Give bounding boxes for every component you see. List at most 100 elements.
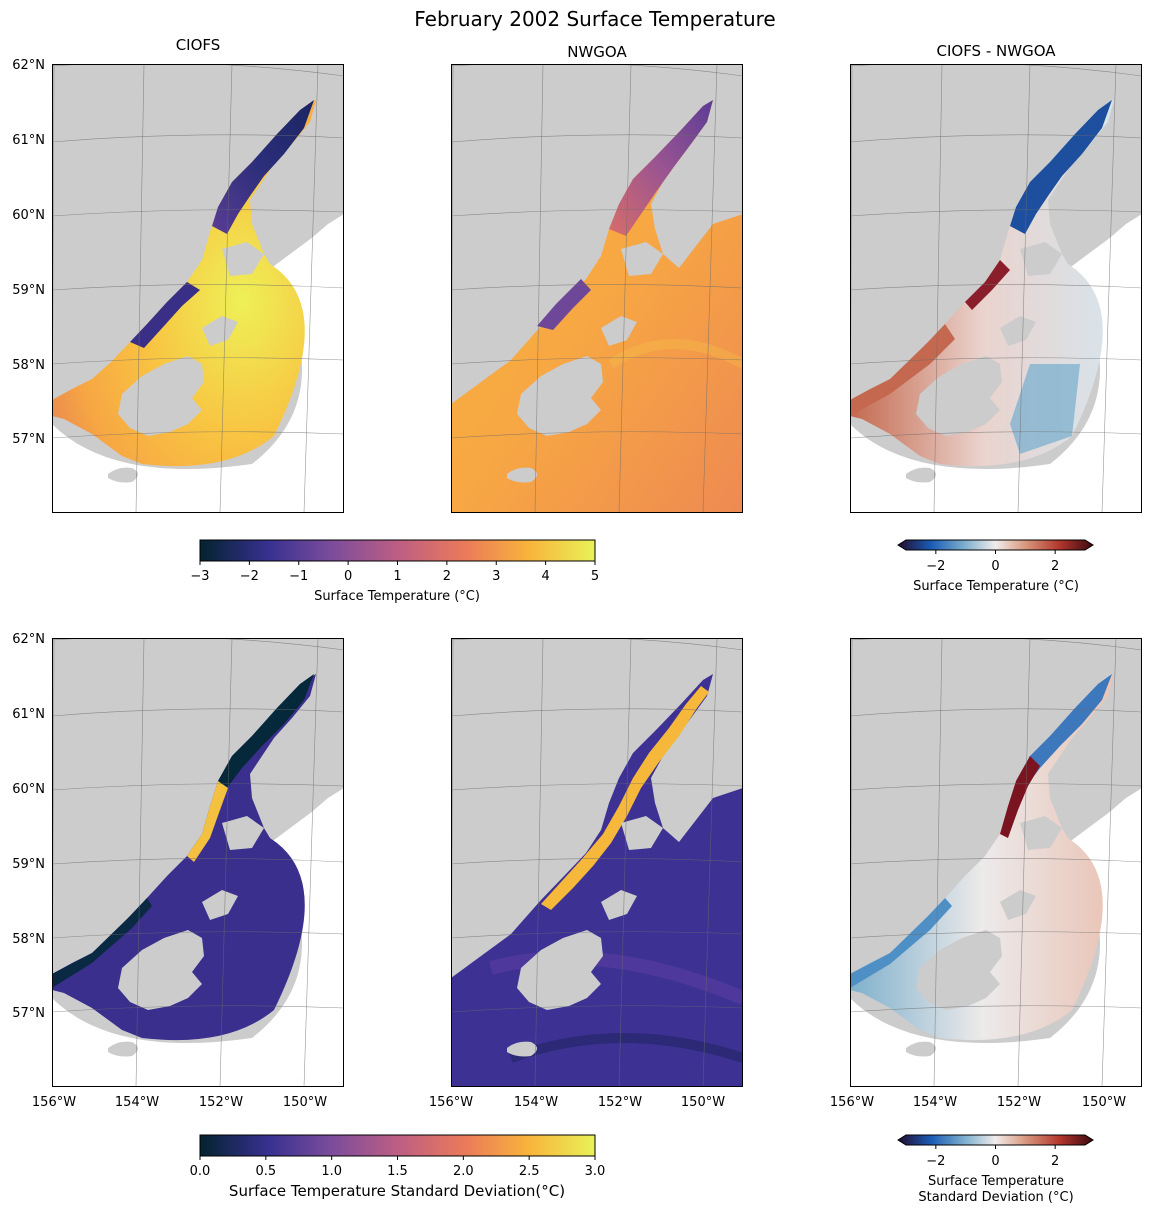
open-ocean — [850, 214, 1142, 513]
difference-std-field-central-inlet — [1000, 756, 1040, 838]
island-kodiak — [916, 356, 1002, 436]
graticule-line — [219, 64, 233, 513]
colorbar-tick-label: 2 — [1051, 1154, 1059, 1169]
island-kodiak — [118, 356, 204, 436]
map-content — [52, 64, 344, 513]
axes-frame — [52, 638, 344, 1087]
island-kodiak — [517, 930, 603, 1010]
graticule-line — [52, 284, 344, 291]
map-ciofs-mean — [52, 64, 344, 513]
temperature-field-west-coast — [537, 279, 591, 330]
graticule-line — [702, 638, 718, 1087]
graticule-line — [52, 638, 344, 651]
map-content — [52, 638, 344, 1087]
lat-label: 60°N — [12, 208, 45, 223]
peninsula-kenai-tip — [1020, 816, 1062, 850]
graticule-line — [850, 284, 1142, 291]
temperature-field-eddy — [608, 339, 743, 369]
colorbar-std: 0.0 0.5 1.0 1.5 2.0 2.5 3.0 Surface Temperatur… — [190, 1134, 605, 1200]
graticule-line — [52, 783, 344, 791]
graticule-line — [52, 858, 344, 865]
difference-std-field-upper-inlet — [1016, 674, 1112, 788]
map-content — [850, 638, 1142, 1087]
graticule-line — [451, 931, 743, 939]
graticule-line — [303, 64, 319, 513]
graticule-line — [618, 638, 632, 1087]
island-afognak — [1000, 316, 1036, 346]
lat-label: 59°N — [12, 283, 45, 298]
colorbar-mean-swatch — [199, 539, 596, 562]
colorbar-mean-difference: −2 0 2 Surface Temperature (°C) — [897, 539, 1094, 594]
peninsula-kenai-tip — [621, 816, 663, 850]
axes-frame — [451, 64, 743, 513]
temperature-field-upper-inlet — [212, 100, 314, 234]
graticule-line — [850, 431, 1142, 439]
colorbar-tick-label: 2.5 — [519, 1164, 540, 1179]
std-field-upper-inlet — [218, 674, 314, 788]
graticule-line — [618, 64, 632, 513]
graticule-line — [850, 134, 1142, 143]
island-trinity — [906, 467, 936, 483]
lon-label: 150°W — [283, 1095, 327, 1110]
map-content — [451, 64, 743, 513]
difference-std-field-west-coast — [850, 898, 952, 988]
axes-frame — [850, 64, 1142, 513]
colorbar-tick-label: 2 — [1051, 559, 1059, 574]
lat-label: 62°N — [12, 58, 45, 73]
graticule-line — [850, 931, 1142, 939]
lon-label: 150°W — [1082, 1095, 1126, 1110]
graticule-line — [52, 1005, 344, 1013]
graticule-line — [451, 431, 743, 439]
lon-label: 156°W — [429, 1095, 473, 1110]
graticule-line — [933, 638, 943, 1087]
lon-label: 154°W — [115, 1095, 159, 1110]
island-afognak — [202, 316, 238, 346]
colorbar-diff-std-label-2: Standard Deviation (°C) — [918, 1190, 1073, 1205]
colorbar-tick-label: 2 — [443, 569, 451, 584]
lat-labels-bottom: 62°N 61°N 60°N 59°N 58°N 57°N — [12, 632, 45, 1021]
colorbar-tick-label: −2 — [926, 1154, 945, 1169]
map-nwgoa-mean — [451, 64, 743, 513]
panel-title-difference: CIOFS - NWGOA — [936, 42, 1056, 60]
colorbar-diff-std-swatch — [897, 1134, 1094, 1146]
island-trinity — [906, 1041, 936, 1057]
graticule-line — [534, 64, 544, 513]
lon-label: 156°W — [830, 1095, 874, 1110]
lon-labels-col3: 156°W 154°W 152°W 150°W — [830, 1095, 1126, 1110]
colorbar-tick-label: 1 — [393, 569, 401, 584]
graticule-line — [850, 783, 1142, 791]
panel-title-nwgoa: NWGOA — [567, 43, 627, 61]
peninsula-kenai-tip — [222, 242, 264, 276]
lat-label: 57°N — [12, 1006, 45, 1021]
colorbar-std-label: Surface Temperature Standard Deviation(°… — [229, 1182, 565, 1200]
graticule-line — [451, 708, 743, 717]
temperature-field-upper-inlet — [609, 100, 713, 236]
graticule-line — [303, 638, 319, 1087]
lat-label: 60°N — [12, 782, 45, 797]
island-afognak — [601, 316, 637, 346]
island-kodiak — [916, 930, 1002, 1010]
difference-std-field-shelf — [850, 674, 1114, 1041]
open-ocean — [850, 788, 1142, 1087]
std-field-eddy — [509, 1033, 743, 1063]
graticule-line — [52, 209, 344, 217]
graticule-line — [850, 357, 1142, 365]
lat-label: 61°N — [12, 707, 45, 722]
panel-title-ciofs: CIOFS — [176, 36, 221, 54]
lon-label: 156°W — [32, 1095, 76, 1110]
colorbar-tick-label: 5 — [591, 569, 599, 584]
colorbar-std-difference: −2 0 2 Surface Temperature Standard Deviat… — [897, 1134, 1094, 1205]
graticule-line — [451, 638, 743, 651]
graticule-line — [451, 284, 743, 291]
graticule-line — [52, 708, 344, 717]
graticule-line — [451, 209, 743, 217]
colorbar-std-swatch — [199, 1134, 596, 1157]
lon-label: 152°W — [598, 1095, 642, 1110]
island-afognak — [202, 890, 238, 920]
std-field-shelf — [52, 674, 316, 1041]
lon-label: 152°W — [997, 1095, 1041, 1110]
colorbar-tick-label: 0 — [991, 1154, 999, 1169]
difference-field-west-shelf — [850, 324, 955, 416]
colorbar-tick-label: 1.0 — [321, 1164, 342, 1179]
open-ocean — [52, 788, 344, 1087]
